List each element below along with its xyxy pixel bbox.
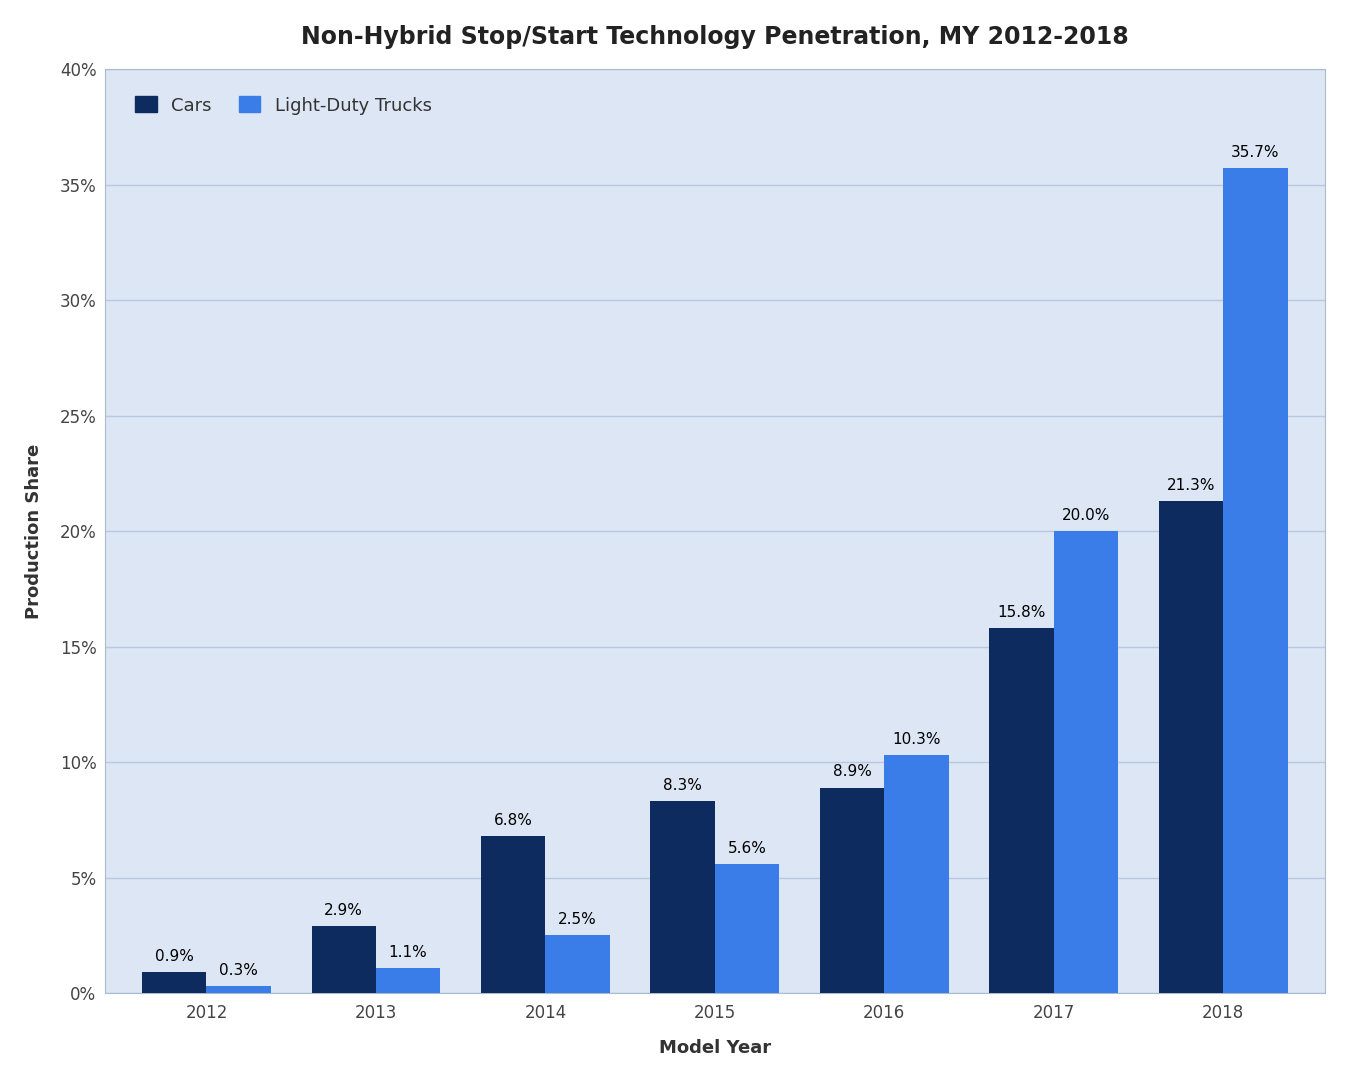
Bar: [207, 987, 271, 993]
Text: 2.9%: 2.9%: [324, 903, 363, 919]
Bar: [884, 755, 949, 993]
Bar: [312, 926, 375, 993]
Bar: [545, 936, 610, 993]
Text: 2.5%: 2.5%: [558, 912, 597, 927]
Text: 0.3%: 0.3%: [219, 963, 258, 978]
Bar: [1158, 501, 1223, 993]
Title: Non-Hybrid Stop/Start Technology Penetration, MY 2012-2018: Non-Hybrid Stop/Start Technology Penetra…: [301, 25, 1129, 49]
Bar: [142, 973, 207, 993]
Bar: [375, 967, 440, 993]
Text: 10.3%: 10.3%: [892, 733, 941, 748]
Bar: [990, 629, 1054, 993]
Text: 20.0%: 20.0%: [1062, 509, 1110, 523]
Bar: [716, 863, 779, 993]
Text: 5.6%: 5.6%: [728, 841, 767, 856]
Text: 1.1%: 1.1%: [389, 945, 428, 960]
Y-axis label: Production Share: Production Share: [26, 444, 43, 619]
Legend: Cars, Light-Duty Trucks: Cars, Light-Duty Trucks: [126, 88, 441, 123]
X-axis label: Model Year: Model Year: [659, 1039, 771, 1057]
Text: 8.9%: 8.9%: [833, 765, 872, 779]
Bar: [651, 802, 716, 993]
Bar: [1054, 531, 1118, 993]
Bar: [819, 788, 884, 993]
Text: 15.8%: 15.8%: [998, 605, 1046, 620]
Bar: [1223, 169, 1288, 993]
Text: 6.8%: 6.8%: [494, 813, 533, 828]
Text: 8.3%: 8.3%: [663, 778, 702, 793]
Bar: [481, 836, 545, 993]
Text: 21.3%: 21.3%: [1166, 478, 1215, 493]
Text: 0.9%: 0.9%: [155, 949, 193, 964]
Text: 35.7%: 35.7%: [1231, 145, 1280, 160]
